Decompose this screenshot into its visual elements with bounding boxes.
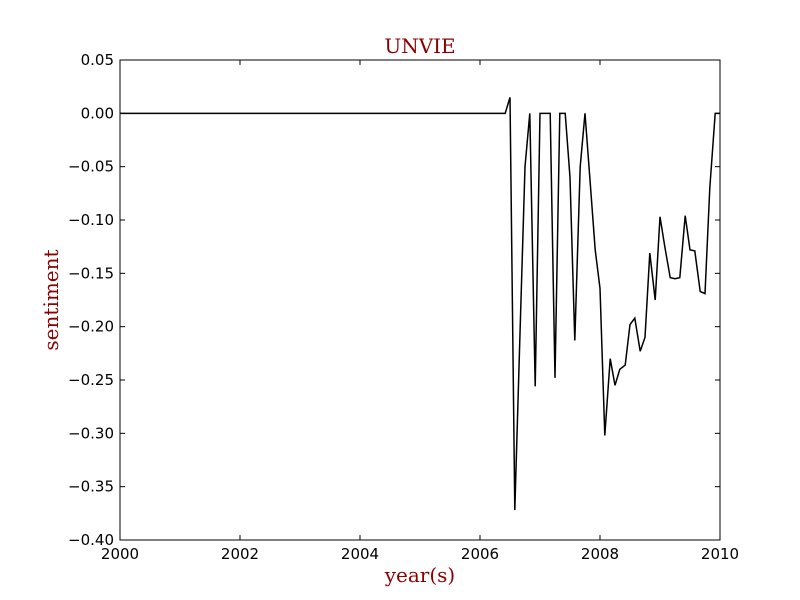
x-tick-label: 2008 (581, 545, 619, 563)
x-tick-label: 2004 (341, 545, 379, 563)
x-tick-label: 2010 (701, 545, 739, 563)
y-tick-label: −0.05 (68, 158, 114, 176)
y-axis: 0.05 0.00 −0.05 −0.10 −0.15 −0.20 −0.25 −0.30 −0… (68, 51, 720, 549)
y-tick-label: −0.15 (68, 264, 114, 282)
y-tick-label: −0.25 (68, 371, 114, 389)
x-tick-label: 2000 (101, 545, 139, 563)
x-axis-label: year(s) (384, 563, 456, 587)
y-tick-label: −0.30 (68, 424, 114, 442)
x-tick-label: 2002 (221, 545, 259, 563)
y-tick-label: −0.20 (68, 318, 114, 336)
x-tick-label: 2006 (461, 545, 499, 563)
y-tick-label: −0.10 (68, 211, 114, 229)
y-axis-label: sentiment (39, 249, 63, 350)
y-tick-label: 0.05 (81, 51, 114, 69)
y-tick-label: −0.40 (68, 531, 114, 549)
y-tick-label: 0.00 (81, 104, 114, 122)
y-tick-label: −0.35 (68, 478, 114, 496)
plot-frame (119, 59, 721, 541)
series-layer (120, 97, 720, 511)
series-line-0 (120, 97, 720, 511)
x-axis: 2000 2002 2004 2006 2008 2010 (101, 60, 739, 563)
chart-title: UNVIE (384, 34, 455, 58)
plot-area (120, 60, 720, 540)
